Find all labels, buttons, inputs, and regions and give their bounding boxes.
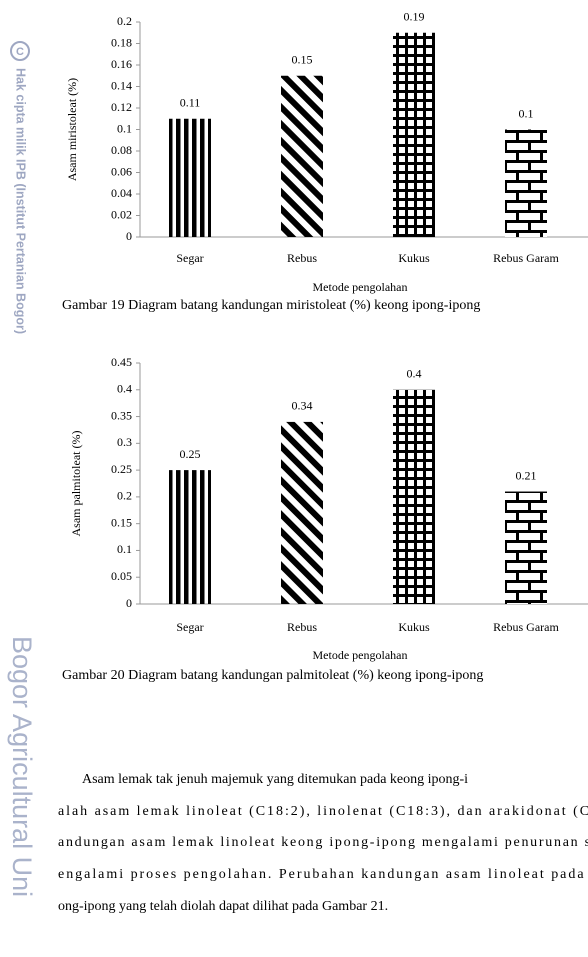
figure-caption: Gambar 19 Diagram batang kandungan miris… — [62, 298, 480, 313]
paragraph-line: alah asam lemak linoleat (C18:2), linole… — [58, 804, 588, 819]
paragraph-line: ong-ipong yang telah diolah dapat diliha… — [58, 899, 388, 914]
y-tick-label: 0.2 — [117, 489, 132, 503]
copyright-icon — [10, 41, 30, 61]
copyright-c: C — [16, 46, 24, 58]
value-label: 0.1 — [519, 106, 534, 120]
x-tick-label: Rebus Garam — [493, 620, 559, 634]
y-tick-label: 0.45 — [111, 355, 132, 369]
y-tick-label: 0.04 — [111, 186, 132, 200]
y-tick-label: 0.14 — [111, 78, 132, 92]
x-tick-label: Kukus — [398, 251, 430, 265]
y-axis-label: Asam miristoleat (%) — [65, 78, 79, 181]
y-tick-label: 0.05 — [111, 569, 132, 583]
y-tick-label: 0.02 — [111, 207, 132, 221]
y-tick-label: 0.16 — [111, 57, 132, 71]
y-tick-label: 0.18 — [111, 35, 132, 49]
y-tick-label: 0.15 — [111, 515, 132, 529]
y-tick-label: 0.1 — [117, 121, 132, 135]
bar — [505, 129, 547, 237]
bar — [505, 491, 547, 604]
x-tick-label: Segar — [176, 620, 203, 634]
paragraph-line: andungan asam lemak linoleat keong ipong… — [58, 835, 588, 850]
x-axis-label: Metode pengolahan — [313, 280, 408, 294]
value-label: 0.21 — [516, 468, 537, 482]
bar — [169, 470, 211, 604]
bar — [169, 118, 211, 237]
y-tick-label: 0.08 — [111, 143, 132, 157]
y-tick-label: 0.12 — [111, 100, 132, 114]
y-tick-label: 0.3 — [117, 435, 132, 449]
y-tick-label: 0.25 — [111, 462, 132, 476]
y-tick-label: 0.1 — [117, 542, 132, 556]
y-tick-label: 0 — [126, 229, 132, 243]
paragraph: Asam lemak tak jenuh majemuk yang ditemu… — [58, 772, 588, 914]
x-tick-label: Kukus — [398, 620, 430, 634]
y-axis-label: Asam palmitoleat (%) — [69, 431, 83, 537]
paragraph-line: Asam lemak tak jenuh majemuk yang ditemu… — [82, 772, 468, 787]
value-label: 0.11 — [180, 96, 201, 110]
figure-caption: Gambar 20 Diagram batang kandungan palmi… — [62, 668, 483, 683]
y-tick-label: 0.06 — [111, 164, 132, 178]
value-label: 0.34 — [292, 399, 313, 413]
value-label: 0.19 — [404, 10, 425, 24]
x-axis-label: Metode pengolahan — [313, 648, 408, 662]
watermark-copyright: Hak cipta milik IPB (Institut Pertanian … — [14, 68, 28, 334]
y-tick-label: 0 — [126, 596, 132, 610]
value-label: 0.25 — [180, 447, 201, 461]
y-tick-label: 0.4 — [117, 382, 132, 396]
value-label: 0.15 — [292, 53, 313, 67]
paragraph-line: engalami proses pengolahan. Perubahan ka… — [58, 867, 588, 882]
bar — [393, 32, 435, 237]
watermark-institution: Bogor Agricultural Uni — [7, 636, 37, 897]
x-tick-label: Rebus — [287, 620, 317, 634]
y-tick-label: 0.2 — [117, 14, 132, 28]
x-tick-label: Segar — [176, 251, 203, 265]
x-tick-label: Rebus — [287, 251, 317, 265]
bar — [393, 389, 435, 604]
value-label: 0.4 — [407, 367, 422, 381]
bar — [281, 75, 323, 237]
bar — [281, 421, 323, 604]
y-tick-label: 0.35 — [111, 408, 132, 422]
x-tick-label: Rebus Garam — [493, 251, 559, 265]
